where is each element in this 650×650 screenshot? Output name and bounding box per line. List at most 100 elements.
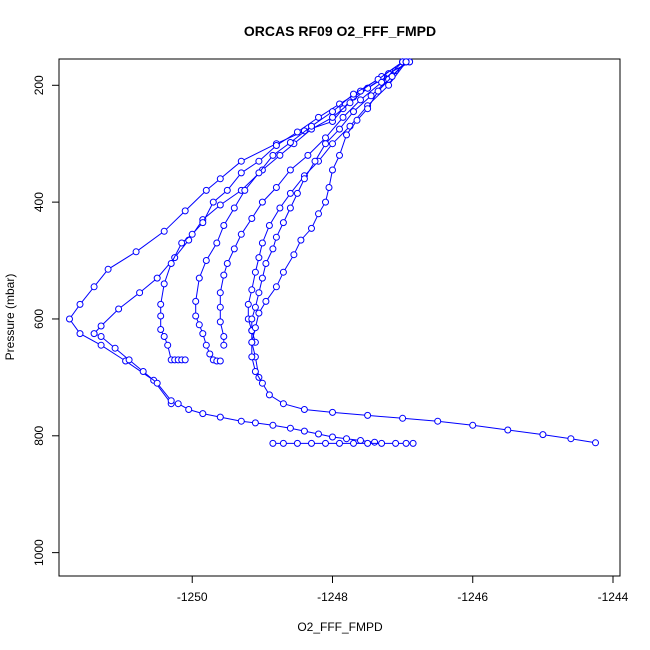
data-point xyxy=(265,222,273,229)
data-point xyxy=(220,222,228,229)
series-line xyxy=(251,61,407,378)
data-point xyxy=(174,400,182,408)
data-point xyxy=(315,210,322,218)
data-point xyxy=(308,122,315,130)
data-point xyxy=(160,280,168,288)
data-point xyxy=(248,338,256,346)
data-point xyxy=(220,333,228,340)
data-point xyxy=(293,189,301,197)
data-point xyxy=(220,341,228,349)
data-point xyxy=(216,201,224,209)
data-point xyxy=(195,274,203,282)
data-point xyxy=(329,408,336,416)
data-point xyxy=(192,312,200,320)
data-point xyxy=(209,198,217,206)
data-point xyxy=(251,303,259,311)
data-point xyxy=(213,239,221,247)
data-point xyxy=(374,87,382,95)
data-point xyxy=(139,368,147,375)
data-point xyxy=(304,151,312,159)
data-point xyxy=(276,151,284,159)
series-3 xyxy=(157,58,407,364)
data-point xyxy=(329,166,336,174)
data-point xyxy=(350,108,357,116)
data-point xyxy=(350,90,357,98)
data-point xyxy=(434,417,442,425)
data-point xyxy=(322,439,329,447)
data-point xyxy=(188,230,196,238)
data-point xyxy=(157,300,165,308)
data-point xyxy=(223,186,231,194)
data-point xyxy=(300,427,308,435)
data-point xyxy=(286,139,294,146)
data-point xyxy=(276,204,284,212)
data-point xyxy=(399,414,407,422)
data-point xyxy=(385,81,393,89)
data-point xyxy=(290,251,298,259)
data-point xyxy=(255,289,263,297)
data-point xyxy=(297,236,305,244)
data-point xyxy=(258,198,266,206)
data-point xyxy=(279,439,287,447)
data-point xyxy=(248,353,256,361)
data-point xyxy=(269,151,277,159)
data-point xyxy=(388,73,396,80)
x-tick-label: -1250 xyxy=(177,590,208,604)
data-point xyxy=(237,157,245,165)
data-point xyxy=(357,96,364,104)
data-point xyxy=(269,421,277,429)
data-point xyxy=(315,113,322,121)
series-layer xyxy=(66,58,599,447)
data-point xyxy=(258,379,266,387)
data-point xyxy=(329,108,336,116)
data-point xyxy=(272,283,280,291)
data-point xyxy=(244,300,252,308)
data-point xyxy=(269,245,277,253)
data-point xyxy=(371,438,379,446)
data-point xyxy=(339,113,347,121)
data-point xyxy=(322,134,329,142)
data-point xyxy=(272,142,280,149)
data-point xyxy=(115,305,123,313)
series-9 xyxy=(174,400,379,446)
data-point xyxy=(237,417,245,425)
data-point xyxy=(469,421,477,429)
y-tick-label: 400 xyxy=(32,192,46,212)
y-tick-label: 200 xyxy=(32,75,46,95)
series-10 xyxy=(269,439,417,447)
data-point xyxy=(336,100,343,108)
data-point xyxy=(251,419,259,427)
chart-title: ORCAS RF09 O2_FFF_FMPD xyxy=(244,23,436,39)
data-point xyxy=(160,227,168,235)
data-point xyxy=(279,400,287,408)
data-point xyxy=(402,58,410,66)
data-point xyxy=(409,439,417,447)
data-point xyxy=(90,283,98,291)
x-tick-label: -1248 xyxy=(317,590,348,604)
data-point xyxy=(364,439,372,447)
data-point xyxy=(216,175,224,183)
data-point xyxy=(251,324,259,332)
data-point xyxy=(311,157,319,165)
data-point xyxy=(286,424,294,432)
data-point xyxy=(237,169,245,177)
data-point xyxy=(325,184,333,191)
data-point xyxy=(97,322,105,330)
data-point xyxy=(153,274,161,282)
data-point xyxy=(181,207,189,215)
data-point xyxy=(329,140,336,148)
data-point xyxy=(199,330,207,338)
data-point xyxy=(255,309,263,317)
data-point xyxy=(286,166,294,174)
data-point xyxy=(272,184,280,191)
data-point xyxy=(346,99,354,107)
data-point xyxy=(164,341,172,349)
data-point xyxy=(504,426,512,434)
data-point xyxy=(104,265,112,273)
data-point xyxy=(367,92,375,100)
data-point xyxy=(192,297,200,305)
x-tick-label: -1246 xyxy=(457,590,488,604)
x-axis: -1250 -1248 -1246 -1244 xyxy=(177,575,629,604)
data-point xyxy=(76,330,84,338)
